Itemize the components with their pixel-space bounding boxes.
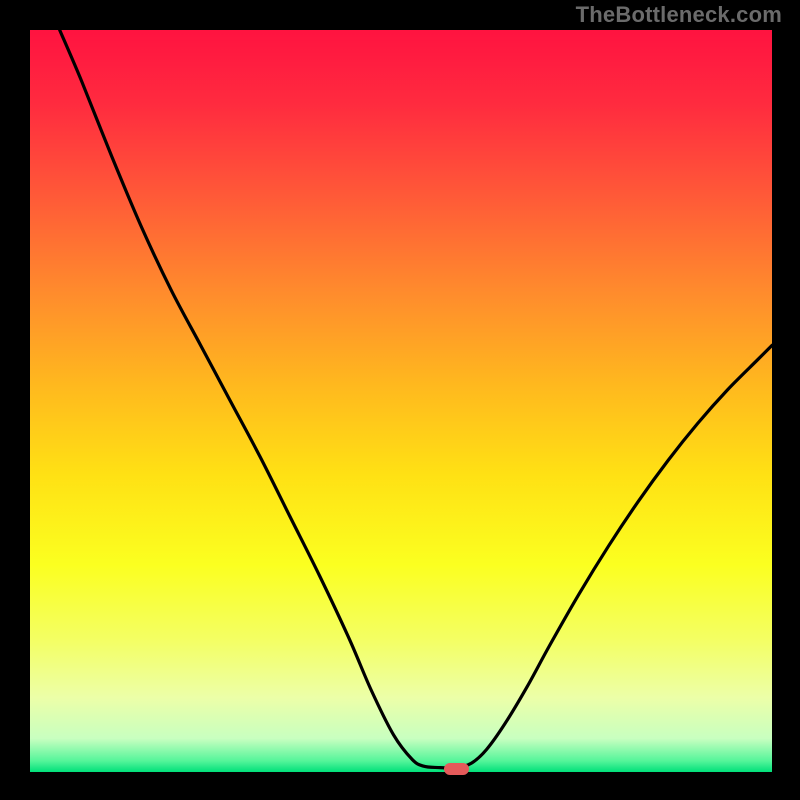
plot-area (30, 30, 772, 772)
watermark-text: TheBottleneck.com (576, 2, 782, 28)
bottleneck-curve (60, 30, 772, 768)
optimal-marker (444, 763, 469, 775)
chart-canvas: TheBottleneck.com (0, 0, 800, 800)
curve-layer (30, 30, 772, 772)
